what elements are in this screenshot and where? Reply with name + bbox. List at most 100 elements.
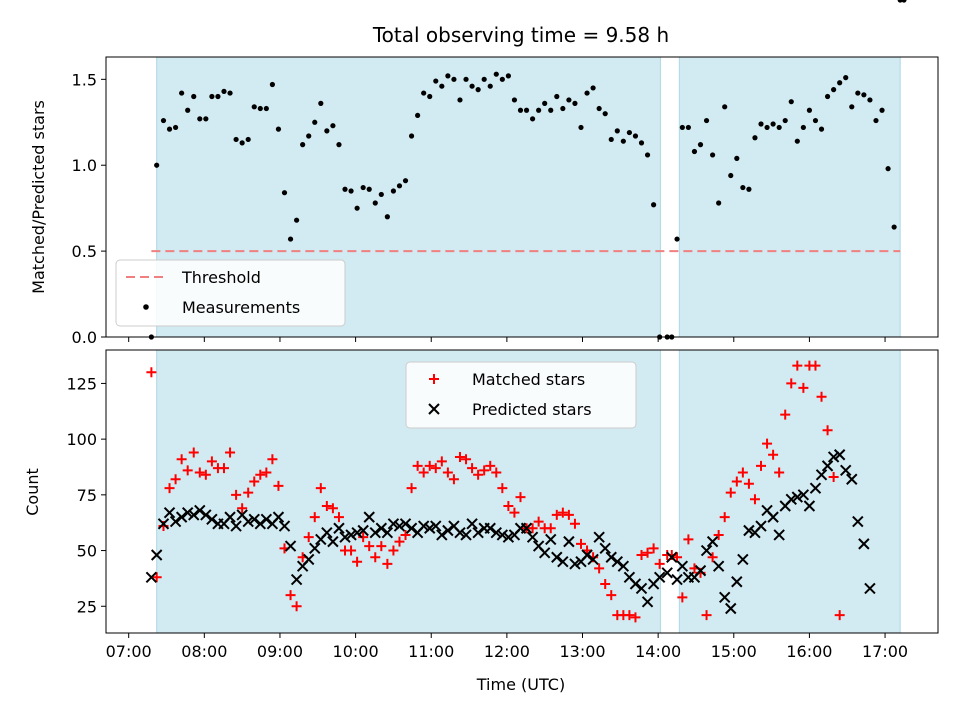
- measurement-point: [818, 126, 825, 132]
- matched-star-point: [400, 529, 411, 540]
- predicted-star-point: [430, 520, 442, 532]
- matched-star-point: [731, 476, 742, 487]
- matched-star-point: [606, 590, 617, 601]
- matched-star-point: [683, 534, 694, 545]
- measurement-point: [245, 136, 251, 143]
- measurement-point: [457, 97, 463, 103]
- ratio-panel-frame: [105, 56, 939, 338]
- x-tick-label: 14:00: [635, 642, 681, 661]
- measurement-point: [221, 88, 227, 94]
- predicted-star-point: [611, 555, 624, 568]
- matched-star-point: [225, 447, 236, 458]
- observing-interval-2-panel-1: [678, 56, 901, 338]
- matched-star-point: [231, 489, 242, 500]
- predicted-star-point: [369, 527, 381, 539]
- measurement-point: [287, 236, 294, 242]
- measurement-point: [439, 83, 445, 89]
- matched-star-point: [575, 538, 586, 549]
- measurement-point: [861, 92, 867, 98]
- matched-star-point: [164, 483, 175, 494]
- predicted-star-point: [254, 518, 267, 530]
- matched-star-point: [206, 456, 217, 467]
- measurement-point: [499, 76, 505, 82]
- measurement-point: [831, 87, 837, 93]
- predicted-star-point: [833, 449, 846, 461]
- ratio-y-axis-label: Matched/Predicted stars: [29, 100, 48, 294]
- measurement-point: [703, 117, 710, 124]
- measurement-point: [776, 124, 782, 131]
- predicted-star-point: [706, 535, 719, 548]
- matched-star-point: [243, 487, 254, 498]
- ratio-legend: Threshold Measurements: [115, 259, 346, 327]
- measurement-point: [867, 97, 873, 103]
- matched-star-point: [551, 509, 562, 520]
- chart-title: Total observing time = 9.58 h: [372, 23, 669, 47]
- matched-star-point: [527, 523, 538, 534]
- matched-star-point: [624, 610, 635, 621]
- predicted-star-point: [194, 504, 206, 517]
- matched-star-point: [454, 451, 465, 462]
- matched-star-point: [636, 550, 647, 561]
- predicted-star-point: [333, 522, 345, 534]
- predicted-star-point: [278, 520, 291, 532]
- y-tick-label: 125: [66, 374, 97, 393]
- matched-star-point: [774, 467, 785, 478]
- ratio-panel: 0.0 0.5 1.0 1.5 Matched/Predicted stars Thr…: [29, 0, 939, 347]
- predicted-star-point: [375, 522, 388, 534]
- measurement-point: [734, 155, 740, 161]
- predicted-star-point: [466, 518, 478, 530]
- predicted-star-point: [852, 515, 864, 528]
- predicted-star-point: [712, 560, 725, 572]
- predicted-star-point: [694, 564, 707, 577]
- predicted-star-point: [641, 596, 654, 608]
- predicted-star-point: [864, 582, 876, 595]
- matched-star-point: [406, 483, 417, 494]
- measurement-point: [281, 190, 288, 196]
- matched-star-point: [768, 449, 779, 460]
- predicted-star-point: [700, 544, 713, 557]
- predicted-star-point: [629, 578, 642, 590]
- predicted-star-point: [569, 558, 581, 570]
- measurement-point: [697, 142, 704, 148]
- predicted-star-point: [442, 524, 454, 537]
- matched-star-point: [352, 556, 363, 567]
- measurement-point: [233, 136, 239, 143]
- measurement-point: [481, 76, 487, 82]
- matched-star-point: [461, 454, 472, 465]
- legend-predicted-swatch: [428, 403, 440, 415]
- predicted-star-point: [357, 524, 369, 537]
- matched-star-point: [816, 391, 827, 402]
- measurement-point: [390, 188, 397, 194]
- matched-star-point: [382, 558, 393, 569]
- measurement-point: [620, 138, 626, 144]
- measurement-point: [239, 140, 245, 146]
- x-tick-label: 08:00: [181, 642, 227, 661]
- matched-star-point: [834, 610, 845, 621]
- matched-star-point: [828, 472, 839, 483]
- predicted-star-point: [846, 473, 858, 485]
- measurement-point: [584, 90, 590, 96]
- predicted-star-point: [302, 553, 315, 566]
- legend-matched-label: Matched stars: [472, 370, 585, 389]
- predicted-star-point: [737, 553, 749, 566]
- predicted-star-point: [405, 522, 418, 534]
- measurement-point: [651, 202, 657, 208]
- measurement-point: [873, 117, 879, 124]
- matched-star-point: [630, 612, 641, 623]
- measurement-point: [330, 123, 336, 129]
- measurement-point: [788, 99, 794, 105]
- measurement-point: [487, 83, 493, 89]
- matched-star-point: [394, 536, 405, 547]
- predicted-star-point: [791, 491, 804, 503]
- matched-star-point: [594, 563, 605, 574]
- measurement-point: [263, 105, 269, 112]
- predicted-star-point: [526, 531, 539, 543]
- matched-star-point: [237, 503, 248, 514]
- predicted-star-point: [163, 506, 176, 519]
- measurement-point: [160, 117, 167, 124]
- predicted-star-point: [351, 527, 363, 539]
- measurement-point: [402, 178, 409, 184]
- measurement-point: [511, 97, 518, 103]
- matched-star-point: [218, 463, 229, 474]
- predicted-star-point: [260, 513, 273, 526]
